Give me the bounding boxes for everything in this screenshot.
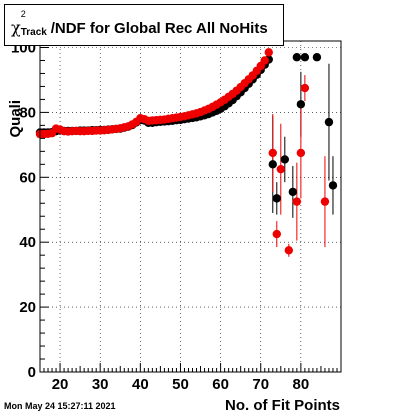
y-tick-label: 20	[19, 299, 36, 316]
title-superscript: 2	[20, 9, 26, 19]
y-tick-label: 40	[19, 234, 36, 251]
chart-title: χ 2 Track/NDF for Global Rec All NoHits	[11, 9, 268, 38]
title-subscript: Track	[20, 27, 47, 38]
data-point-black	[312, 53, 322, 62]
timestamp: Mon May 24 15:27:11 2021	[4, 401, 116, 411]
data-point-red	[272, 229, 281, 239]
x-tick-label: 60	[212, 376, 229, 393]
y-tick-label: 0	[28, 364, 36, 381]
y-tick-label: 60	[19, 169, 36, 186]
data-point-black	[292, 53, 302, 62]
data-point-black	[268, 160, 277, 169]
title-chi: χ	[11, 18, 21, 37]
plot-frame	[39, 40, 342, 373]
data-point-red	[300, 83, 310, 93]
data-point-red	[296, 148, 306, 158]
title-supsub: 2 Track	[21, 9, 51, 38]
data-point-red	[320, 197, 330, 206]
x-tick-label: 70	[252, 376, 269, 393]
data-point-black	[300, 53, 310, 62]
x-axis-title: No. of Fit Points	[225, 397, 340, 414]
data-point-black	[296, 100, 306, 109]
data-point-red	[260, 56, 269, 65]
title-box: χ 2 Track/NDF for Global Rec All NoHits	[4, 4, 284, 46]
x-tick-label: 40	[132, 376, 149, 393]
x-tick-label: 50	[172, 376, 189, 393]
x-tick-label: 80	[293, 376, 310, 393]
data-point-red	[264, 48, 273, 57]
data-point-red	[284, 246, 294, 255]
data-point-black	[272, 194, 281, 203]
grid-lines	[40, 41, 341, 373]
y-axis-title: Quali	[7, 100, 24, 138]
title-rest: /NDF for Global Rec All NoHits	[50, 20, 268, 37]
data-point-red	[268, 148, 277, 158]
data-point-black	[324, 117, 334, 127]
data-point-black	[328, 181, 338, 190]
data-points	[35, 48, 338, 255]
x-tick-label: 30	[92, 376, 109, 393]
data-point-black	[288, 187, 298, 197]
data-point-red	[276, 164, 285, 174]
axis-ticks	[39, 46, 342, 373]
data-point-black	[280, 155, 290, 164]
data-point-red	[292, 197, 302, 206]
y-tick-label: 80	[19, 104, 36, 121]
x-tick-label: 20	[52, 376, 69, 393]
